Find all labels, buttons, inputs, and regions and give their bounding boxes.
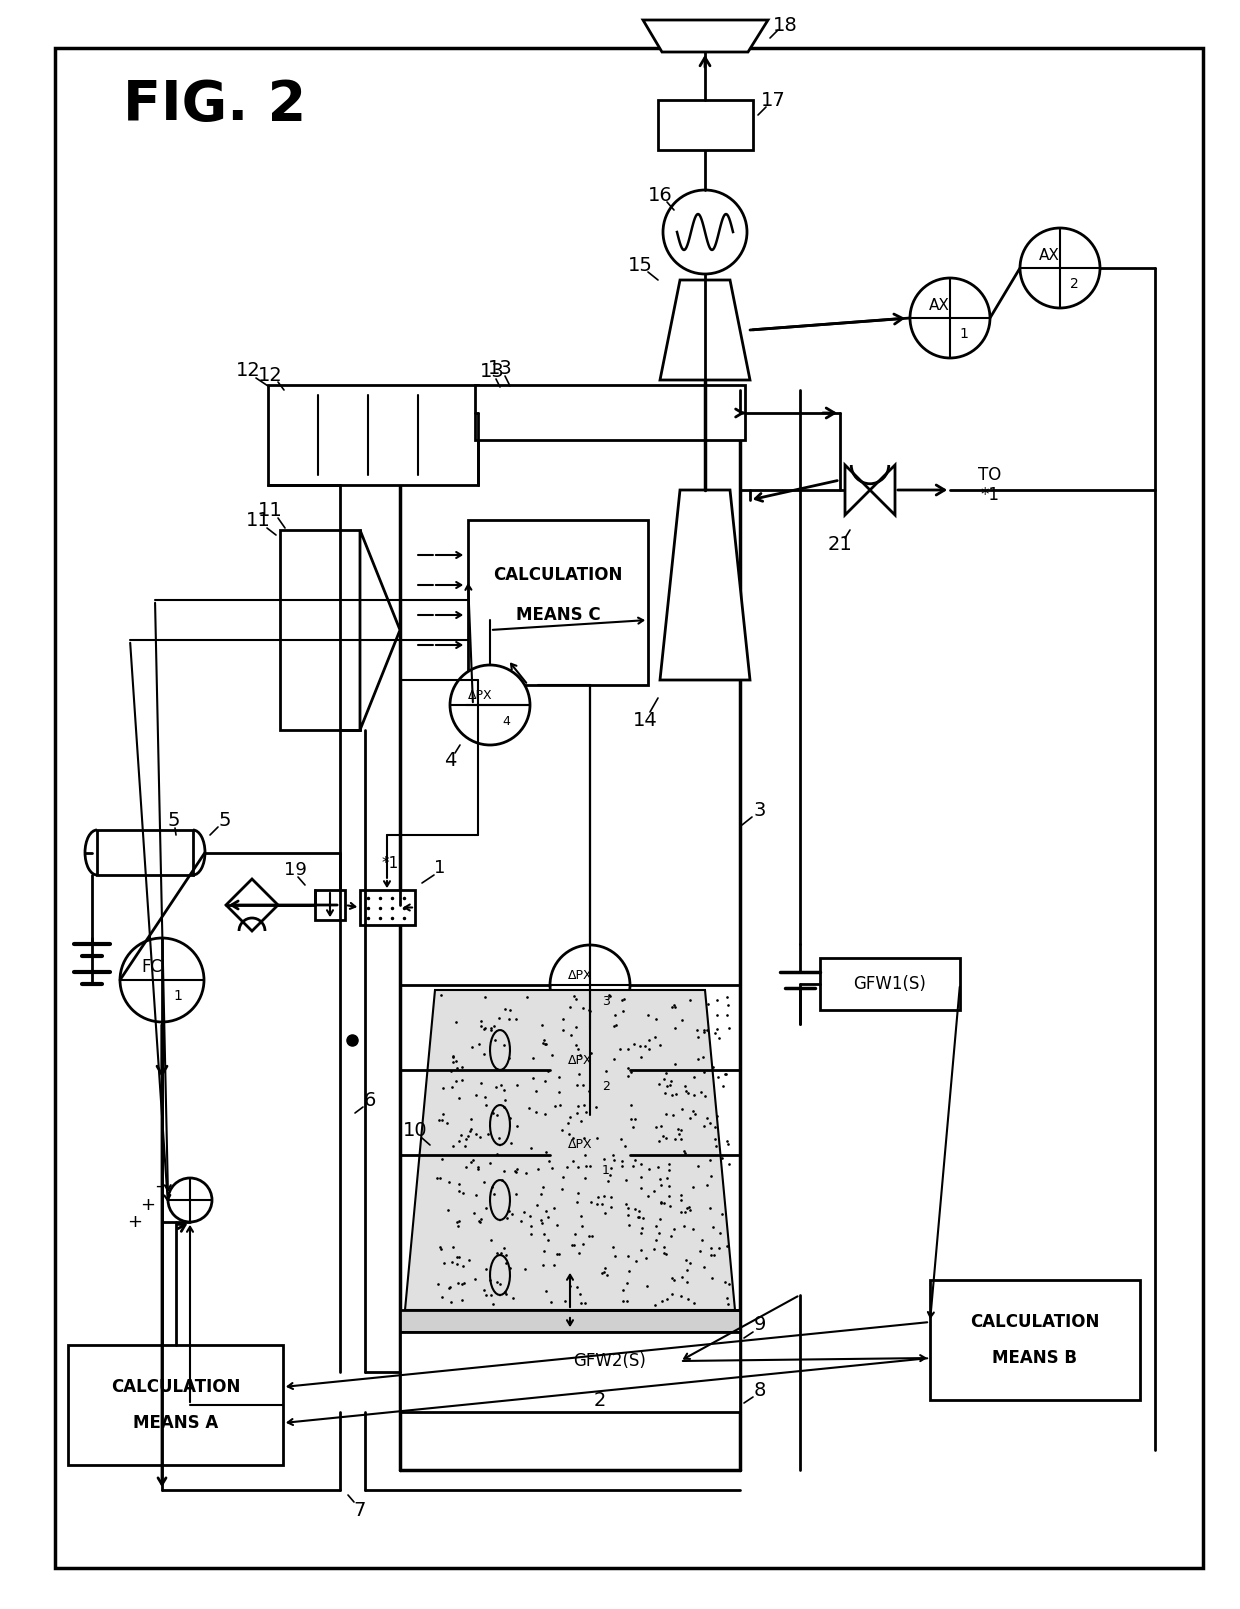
- Text: 5: 5: [218, 811, 231, 830]
- Bar: [658, 100, 753, 150]
- Text: AX: AX: [1039, 248, 1059, 262]
- Text: FC: FC: [141, 957, 162, 977]
- Text: 1: 1: [174, 990, 182, 1002]
- Text: 2: 2: [594, 1390, 606, 1409]
- Text: TO: TO: [978, 467, 1002, 484]
- Text: 8: 8: [754, 1381, 766, 1400]
- Text: 18: 18: [773, 16, 797, 34]
- Text: 4: 4: [502, 714, 510, 727]
- Text: ΔPX: ΔPX: [467, 689, 492, 702]
- Text: 3: 3: [603, 994, 610, 1007]
- Text: ΔPX: ΔPX: [568, 1054, 593, 1067]
- Text: 10: 10: [403, 1120, 428, 1139]
- Text: 12: 12: [258, 365, 283, 385]
- Text: 5: 5: [167, 811, 180, 830]
- Text: CALCULATION: CALCULATION: [494, 566, 622, 584]
- Text: 12: 12: [236, 360, 260, 380]
- Text: CALCULATION: CALCULATION: [110, 1377, 241, 1397]
- Circle shape: [910, 278, 990, 357]
- Circle shape: [551, 1030, 630, 1110]
- Text: 17: 17: [760, 90, 785, 109]
- Bar: [68, 1345, 283, 1466]
- Text: 1: 1: [603, 1165, 610, 1178]
- Text: *1: *1: [981, 486, 999, 504]
- Circle shape: [120, 938, 205, 1022]
- Text: ΔPX: ΔPX: [568, 1139, 593, 1152]
- Text: +: +: [128, 1213, 143, 1231]
- Text: 9: 9: [754, 1316, 766, 1334]
- Bar: [475, 385, 745, 439]
- Text: *1: *1: [382, 856, 398, 870]
- Polygon shape: [644, 19, 768, 51]
- Text: +: +: [140, 1195, 155, 1215]
- Text: CALCULATION: CALCULATION: [971, 1313, 1100, 1331]
- Bar: [401, 1310, 740, 1332]
- Bar: [539, 1335, 680, 1387]
- Text: 14: 14: [632, 711, 657, 729]
- Circle shape: [551, 1115, 630, 1195]
- Text: MEANS A: MEANS A: [133, 1414, 218, 1432]
- Polygon shape: [660, 491, 750, 681]
- Text: 1: 1: [960, 327, 968, 341]
- Text: MEANS C: MEANS C: [516, 607, 600, 624]
- Bar: [315, 890, 345, 920]
- Bar: [280, 529, 360, 730]
- Bar: [97, 830, 193, 875]
- Text: 7: 7: [353, 1501, 366, 1519]
- Text: GFW2(S): GFW2(S): [574, 1352, 646, 1369]
- Text: AX: AX: [929, 298, 950, 312]
- Circle shape: [551, 944, 630, 1025]
- Text: 15: 15: [627, 256, 652, 275]
- Text: 13: 13: [487, 359, 512, 378]
- Polygon shape: [844, 465, 895, 515]
- Circle shape: [450, 665, 529, 745]
- Text: 4: 4: [444, 750, 456, 769]
- Polygon shape: [405, 990, 735, 1310]
- Text: 1: 1: [434, 859, 445, 877]
- Text: GFW1(S): GFW1(S): [853, 975, 926, 993]
- Text: 16: 16: [647, 185, 672, 204]
- Bar: [360, 890, 415, 925]
- Text: 21: 21: [827, 536, 852, 555]
- Text: 2: 2: [603, 1080, 610, 1093]
- Bar: [401, 1332, 740, 1413]
- Polygon shape: [360, 529, 401, 730]
- Text: 19: 19: [284, 861, 306, 879]
- Polygon shape: [226, 879, 278, 932]
- Polygon shape: [660, 280, 750, 380]
- Text: 11: 11: [258, 500, 283, 520]
- Text: 11: 11: [246, 510, 270, 529]
- Text: 6: 6: [363, 1091, 376, 1110]
- Bar: [268, 385, 477, 484]
- Text: ΔPX: ΔPX: [568, 969, 593, 981]
- Bar: [930, 1281, 1140, 1400]
- Text: -: -: [155, 1178, 161, 1195]
- Circle shape: [663, 190, 746, 274]
- Bar: [467, 520, 649, 685]
- Circle shape: [1021, 228, 1100, 307]
- Bar: [820, 957, 960, 1010]
- Text: 3: 3: [754, 801, 766, 819]
- Circle shape: [167, 1178, 212, 1221]
- Text: 13: 13: [480, 362, 505, 380]
- Text: MEANS B: MEANS B: [992, 1348, 1078, 1368]
- Text: FIG. 2: FIG. 2: [123, 77, 306, 132]
- Text: 2: 2: [1070, 277, 1079, 291]
